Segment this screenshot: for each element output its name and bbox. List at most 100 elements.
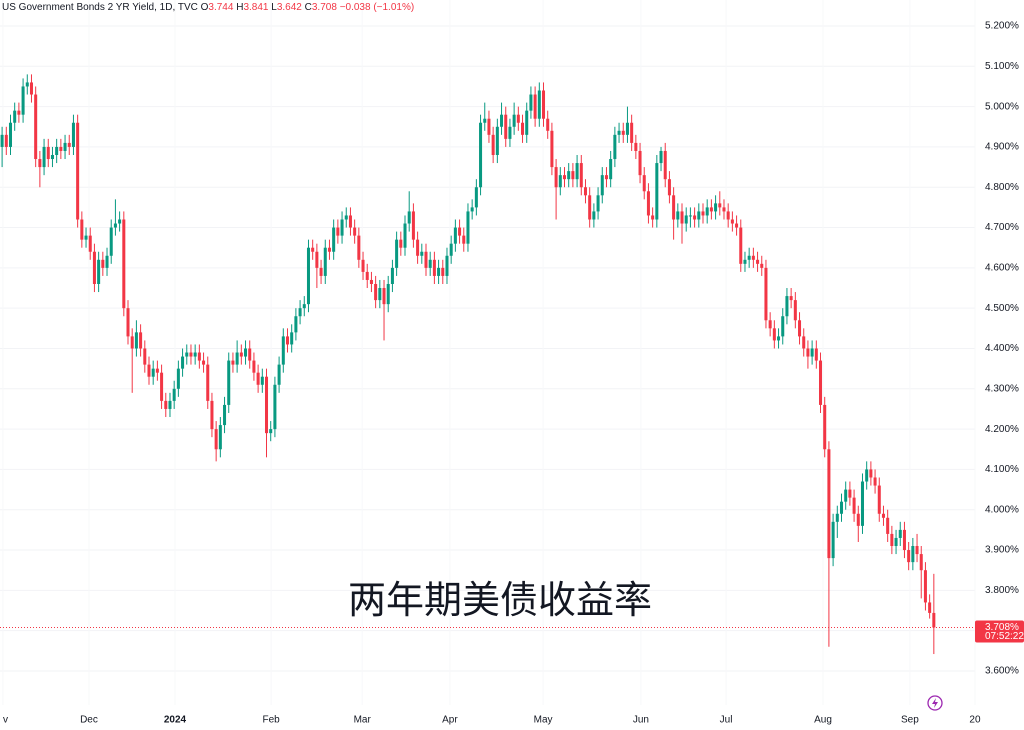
candle-body	[143, 348, 147, 365]
candle-body	[781, 316, 785, 337]
candle-body	[67, 142, 71, 147]
candle-body	[109, 227, 113, 256]
candle-body	[886, 517, 890, 534]
candle-body	[860, 481, 864, 526]
x-tick-label: Apr	[442, 715, 458, 726]
y-tick-label: 3.800%	[985, 585, 1019, 596]
candle-body	[491, 134, 495, 155]
candle-body	[814, 348, 818, 361]
y-tick-label: 5.200%	[985, 21, 1019, 32]
candle-body	[0, 134, 4, 147]
candle-body	[164, 400, 168, 409]
candle-body	[470, 207, 474, 212]
candle-body	[772, 328, 776, 341]
ohlc-value: 3.841	[243, 2, 269, 13]
candle-body	[344, 215, 348, 220]
candle-body	[672, 195, 676, 220]
candle-body	[327, 247, 331, 252]
candle-body	[848, 489, 852, 498]
candle-body	[881, 513, 885, 518]
candle-body	[500, 114, 504, 127]
candle-body	[168, 400, 172, 409]
candle-body	[483, 118, 487, 123]
candle-body	[197, 352, 201, 361]
candle-body	[474, 187, 478, 208]
candle-body	[281, 336, 285, 365]
candle-body	[298, 308, 302, 317]
candle-body	[290, 332, 294, 345]
candle-body	[919, 554, 923, 571]
x-tick-label: Jun	[633, 715, 649, 726]
candle-body	[25, 82, 29, 87]
y-tick-label: 4.900%	[985, 142, 1019, 153]
candle-body	[50, 154, 54, 160]
x-tick-label: 20	[969, 715, 981, 726]
candle-body	[869, 469, 873, 478]
candle-body	[613, 134, 617, 160]
candle-body	[676, 211, 680, 220]
candle-body	[134, 332, 138, 349]
candle-body	[680, 211, 684, 224]
candle-body	[659, 150, 663, 164]
candle-body	[542, 90, 546, 119]
candle-body	[424, 251, 428, 268]
candle-body	[835, 513, 839, 522]
candle-body	[617, 130, 621, 135]
candle-body	[634, 142, 638, 151]
ohlc-label: H	[236, 2, 244, 13]
candle-body	[449, 243, 453, 256]
ohlc-value: 3.708	[311, 2, 337, 13]
candle-body	[416, 239, 420, 256]
candle-body	[223, 404, 227, 426]
candle-body	[651, 215, 655, 220]
candle-body	[730, 219, 734, 224]
x-tick-label: Dec	[80, 715, 98, 726]
candle-body	[8, 122, 13, 147]
x-tick-label: Sep	[901, 715, 919, 726]
candle-body	[638, 150, 642, 176]
candle-body	[113, 223, 117, 228]
candle-body	[798, 320, 802, 337]
candle-body	[323, 247, 327, 276]
candle-body	[915, 546, 919, 555]
candle-body	[739, 227, 743, 264]
candle-body	[642, 175, 646, 192]
candle-body	[210, 400, 214, 430]
candle-body	[315, 251, 319, 268]
y-tick-label: 4.400%	[985, 343, 1019, 354]
candle-body	[554, 167, 558, 188]
candle-body	[663, 150, 667, 180]
candle-body	[684, 215, 688, 224]
candle-body	[777, 336, 781, 341]
candle-body	[34, 94, 38, 160]
candle-body	[118, 219, 122, 224]
candle-body	[374, 283, 378, 301]
candle-body	[751, 255, 755, 260]
candle-body	[688, 215, 692, 217]
candle-body	[583, 187, 587, 196]
candle-body	[898, 529, 902, 538]
candle-body	[386, 283, 390, 305]
candle-body	[508, 126, 512, 139]
candle-body	[571, 171, 575, 180]
countdown: 07:52:22	[985, 631, 1024, 642]
candle-body	[403, 223, 407, 248]
candle-body	[827, 449, 831, 559]
candle-body	[218, 425, 222, 450]
candle-body	[122, 219, 126, 309]
candle-body	[604, 175, 608, 180]
candle-body	[189, 352, 193, 357]
x-tick-label: v	[3, 715, 8, 726]
y-tick-label: 4.600%	[985, 263, 1019, 274]
candle-body	[550, 130, 554, 168]
candle-body	[390, 267, 394, 284]
candle-body	[348, 215, 352, 228]
candle-body	[277, 364, 281, 385]
annotation: 两年期美债收益率	[348, 580, 652, 622]
candle-body	[294, 316, 298, 333]
candle-body	[625, 122, 629, 135]
candle-body	[437, 267, 441, 276]
y-tick-label: 5.000%	[985, 101, 1019, 112]
candle-body	[130, 336, 134, 349]
